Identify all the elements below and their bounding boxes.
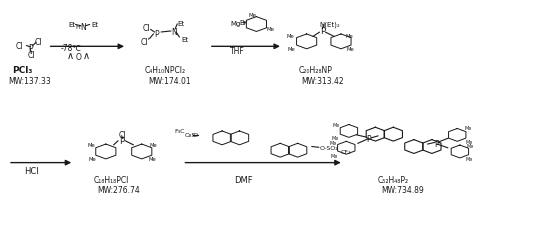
- Text: Me: Me: [329, 140, 336, 145]
- Text: MW:276.74: MW:276.74: [97, 185, 140, 194]
- Text: Mg: Mg: [230, 21, 240, 27]
- Text: Me: Me: [148, 157, 156, 162]
- Text: PCl₃: PCl₃: [12, 66, 33, 75]
- Text: Cl: Cl: [143, 24, 150, 33]
- Text: ∧: ∧: [67, 51, 74, 61]
- Text: N(Et)₂: N(Et)₂: [320, 22, 341, 28]
- Text: H: H: [75, 25, 80, 30]
- Text: ∧: ∧: [83, 51, 90, 61]
- Text: P: P: [154, 30, 159, 39]
- Text: Cl: Cl: [28, 51, 35, 60]
- Text: THF: THF: [230, 46, 244, 55]
- Text: MW:174.01: MW:174.01: [148, 77, 191, 86]
- Text: C₁₈H₁₈PCl: C₁₈H₁₈PCl: [93, 175, 129, 184]
- Text: Me: Me: [287, 34, 295, 39]
- Text: -78℃: -78℃: [61, 44, 82, 53]
- Text: P: P: [29, 44, 33, 53]
- Text: P: P: [119, 136, 124, 145]
- Text: P: P: [366, 134, 371, 143]
- Text: Et: Et: [182, 37, 189, 43]
- Text: Me: Me: [331, 135, 338, 140]
- Text: Me: Me: [332, 122, 339, 127]
- Text: O-SO₂: O-SO₂: [320, 145, 339, 150]
- Text: P: P: [434, 139, 438, 148]
- Text: Cl: Cl: [119, 130, 127, 139]
- Text: F₃C: F₃C: [175, 129, 185, 133]
- Text: CF₃: CF₃: [341, 149, 351, 154]
- Text: C₅₂H₄₈P₂: C₅₂H₄₈P₂: [378, 175, 409, 184]
- Text: Me: Me: [88, 157, 96, 162]
- Text: Et: Et: [68, 22, 75, 28]
- Text: Me: Me: [87, 143, 95, 148]
- Text: C₂₀H₂₈NP: C₂₀H₂₈NP: [299, 66, 333, 75]
- Text: C₄H₁₀NPCl₂: C₄H₁₀NPCl₂: [144, 66, 185, 75]
- Text: MW:313.42: MW:313.42: [301, 77, 344, 86]
- Text: Clʹ: Clʹ: [140, 38, 150, 47]
- Text: N: N: [171, 28, 177, 37]
- Text: Me: Me: [345, 34, 353, 39]
- Text: P: P: [320, 27, 325, 36]
- Text: HCl: HCl: [25, 166, 39, 175]
- Text: O: O: [76, 52, 82, 61]
- Text: Me: Me: [266, 27, 274, 32]
- Text: Me: Me: [150, 143, 157, 148]
- Text: Me: Me: [465, 140, 473, 144]
- Text: Me: Me: [346, 47, 354, 52]
- Text: -O: -O: [191, 133, 199, 138]
- Text: Me: Me: [288, 47, 296, 52]
- Text: N: N: [80, 23, 86, 32]
- Text: Me: Me: [465, 157, 473, 162]
- Text: MW:137.33: MW:137.33: [8, 77, 51, 86]
- Text: Et: Et: [92, 22, 99, 28]
- Text: Cl: Cl: [16, 41, 23, 50]
- Text: Me: Me: [249, 13, 257, 18]
- Text: MW:734.89: MW:734.89: [381, 185, 424, 194]
- Text: Br: Br: [239, 19, 247, 25]
- Text: Et: Et: [177, 21, 184, 27]
- Text: Me: Me: [464, 126, 472, 131]
- Text: Me: Me: [467, 143, 474, 148]
- Text: Cl: Cl: [35, 38, 42, 47]
- Text: Me: Me: [331, 153, 337, 158]
- Text: DMF: DMF: [234, 175, 253, 184]
- Text: O₂S: O₂S: [185, 133, 197, 138]
